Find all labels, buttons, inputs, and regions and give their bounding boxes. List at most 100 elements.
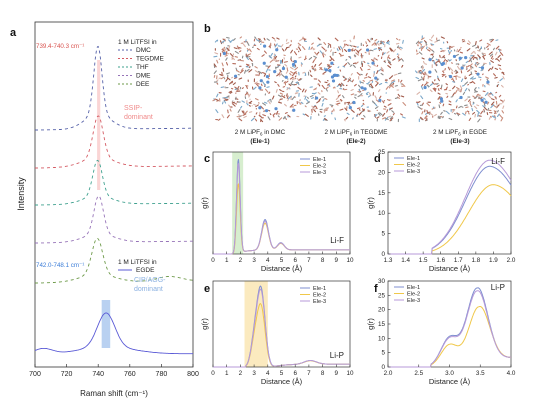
md-bond	[306, 101, 311, 105]
md-bond	[388, 84, 392, 89]
md-bond	[391, 110, 395, 113]
md-bond	[358, 111, 362, 116]
md-bond	[469, 102, 472, 107]
md-bond	[396, 96, 400, 99]
md-bond	[471, 111, 476, 115]
spectrum-dmc	[35, 45, 193, 131]
md-bond	[476, 62, 480, 66]
legend-label: Ele-3	[407, 298, 420, 304]
md-bond	[263, 82, 266, 87]
md-bond	[228, 90, 232, 93]
md-bond	[389, 47, 392, 52]
md-ion	[324, 68, 329, 72]
md-bond	[447, 49, 451, 55]
md-bond	[231, 56, 235, 61]
md-bond	[298, 78, 302, 82]
md-bond	[316, 51, 320, 55]
xtick-label: 2	[239, 257, 243, 264]
md-bond	[421, 65, 425, 69]
snapshot-caption-2: 2 M LiPF6 in TEGDME	[325, 129, 388, 137]
md-ion	[347, 48, 351, 52]
md-bond	[319, 50, 323, 54]
md-bond	[323, 115, 327, 117]
md-ion	[423, 85, 427, 90]
md-ion	[331, 79, 336, 83]
panel-a-frame	[34, 21, 194, 368]
md-bond	[469, 65, 472, 70]
md-ion	[448, 75, 453, 79]
md-bond	[228, 45, 231, 50]
md-bond	[308, 46, 311, 51]
md-bond	[260, 83, 263, 87]
md-bond	[445, 86, 448, 91]
md-bond	[387, 61, 392, 66]
xtick-label: 4	[266, 370, 270, 377]
md-bond	[417, 70, 420, 74]
md-bond	[426, 102, 430, 107]
md-bond	[290, 71, 295, 75]
snapshot-caption-3: 2 M LiPF6 in EGDE	[433, 129, 487, 137]
md-bond	[285, 42, 290, 45]
ytick-label: 10	[378, 210, 386, 217]
caption-subscript: 6	[458, 132, 461, 137]
panel-a-raman-spectra: 700 720 740 760 780 800 Intensity Raman shift…	[16, 21, 199, 398]
first-shell-highlight	[244, 281, 268, 367]
md-bond	[392, 82, 395, 85]
md-bond	[445, 60, 449, 62]
md-bond	[487, 94, 492, 99]
md-bond	[277, 101, 282, 104]
md-bond	[290, 58, 293, 62]
md-bond	[350, 109, 355, 113]
md-bond	[228, 80, 233, 85]
md-bond	[246, 41, 250, 46]
md-bond	[235, 69, 240, 73]
md-bond	[472, 95, 476, 99]
md-bond	[342, 95, 345, 99]
md-bond	[339, 54, 345, 57]
md-bond	[319, 67, 323, 71]
md-bond	[316, 100, 321, 104]
md-bond	[220, 76, 225, 80]
md-bond	[288, 83, 292, 87]
md-bond	[231, 101, 236, 104]
md-bond	[477, 54, 481, 59]
md-bond	[329, 55, 333, 60]
md-bond	[240, 105, 243, 109]
md-bond	[453, 112, 457, 115]
md-bond	[446, 41, 449, 44]
md-bond	[436, 39, 441, 42]
md-bond	[492, 58, 494, 60]
md-bond	[358, 109, 361, 111]
md-bond	[280, 44, 284, 48]
md-bond	[402, 101, 407, 106]
md-ion	[348, 106, 352, 110]
md-bond	[304, 89, 307, 93]
md-bond	[476, 94, 481, 96]
md-bond	[374, 38, 378, 42]
md-bond	[215, 109, 219, 114]
md-bond	[278, 117, 283, 121]
md-bond	[365, 44, 369, 47]
legend-label: Ele-1	[313, 157, 326, 163]
md-bond	[440, 84, 443, 89]
md-bond	[290, 83, 295, 86]
md-bond	[220, 86, 225, 88]
md-bond	[493, 115, 496, 117]
md-bond	[489, 115, 493, 118]
spectrum-egde	[34, 312, 193, 355]
md-bond	[440, 50, 444, 53]
md-bond	[438, 104, 441, 109]
md-bond	[367, 109, 372, 112]
md-bond	[267, 100, 271, 105]
md-bond	[354, 96, 357, 99]
panel-letter-e: e	[204, 283, 210, 295]
xtick-label: 3	[252, 257, 256, 264]
md-bond	[290, 95, 292, 100]
md-bond	[455, 71, 459, 74]
md-bond	[223, 48, 227, 50]
xtick-label: 2.0	[507, 257, 516, 264]
md-bond	[430, 34, 435, 39]
md-bond	[284, 46, 288, 51]
md-bond	[421, 111, 424, 115]
